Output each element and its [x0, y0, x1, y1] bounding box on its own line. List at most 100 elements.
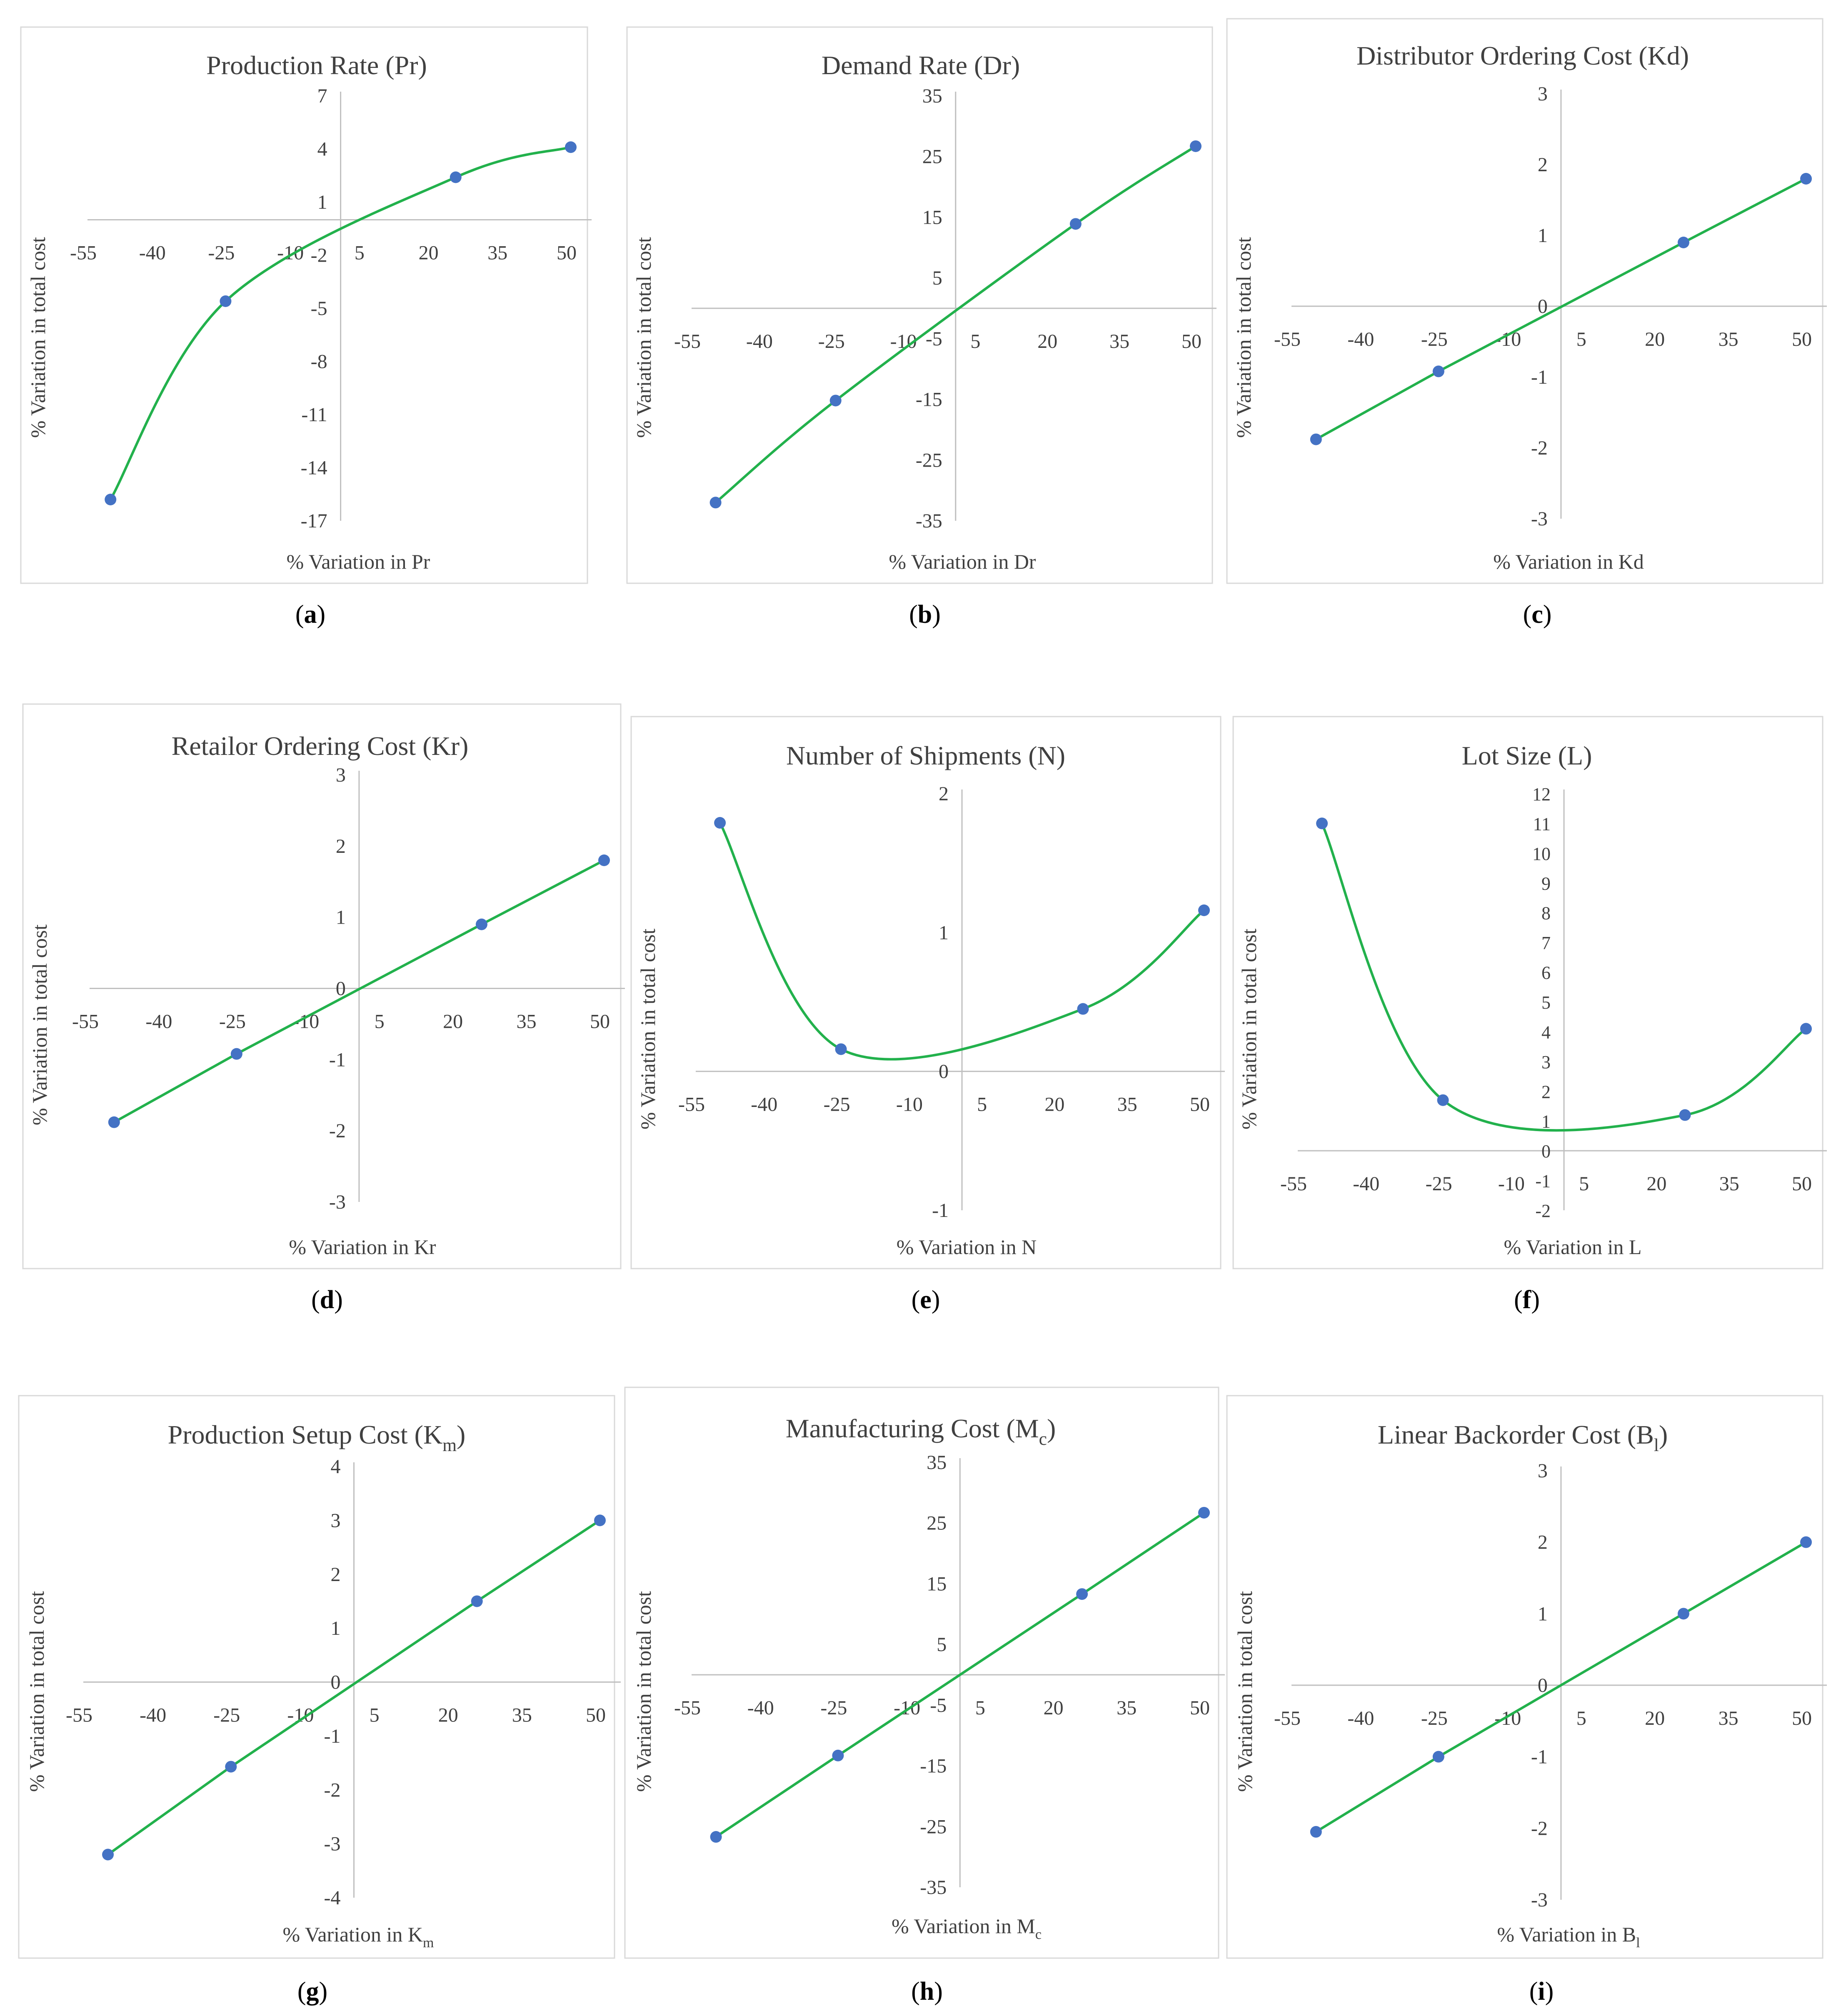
y-tick-label: 15	[927, 1573, 947, 1595]
data-point	[1076, 1588, 1088, 1600]
x-tick-label: -25	[213, 1704, 240, 1726]
y-tick-label: 5	[1541, 992, 1551, 1013]
x-tick-label: 35	[1117, 1094, 1137, 1116]
x-tick-label: -25	[1421, 1707, 1448, 1729]
panel-caption-c: (c)	[1523, 600, 1552, 629]
data-series-line	[109, 146, 571, 500]
y-tick-label: -3	[1531, 508, 1548, 530]
x-tick-label: 50	[1190, 1094, 1210, 1116]
data-point	[1432, 1751, 1444, 1763]
x-tick-label: 50	[1792, 1173, 1812, 1195]
y-tick-label: -25	[920, 1816, 947, 1838]
y-tick-label: 3	[1538, 1460, 1548, 1482]
caption-close-paren: )	[1531, 1286, 1540, 1314]
y-tick-label: -11	[301, 404, 327, 426]
x-tick-label: 20	[1646, 1173, 1666, 1195]
x-axis-label-main: % Variation in K	[283, 1923, 423, 1946]
y-tick-label: 15	[922, 206, 942, 228]
x-axis-label-main: % Variation in M	[892, 1914, 1035, 1938]
data-point	[1190, 140, 1202, 152]
y-tick-label: 1	[336, 907, 346, 929]
x-tick-label: -40	[1353, 1173, 1379, 1195]
x-axis-label: % Variation in Kr	[289, 1235, 436, 1259]
y-tick-label: -2	[324, 1779, 341, 1801]
y-axis-label: % Variation in total cost	[632, 1591, 655, 1792]
y-tick-label: -25	[916, 449, 942, 471]
data-point	[220, 295, 232, 307]
x-axis-label-subscript: c	[1035, 1927, 1042, 1942]
x-tick-label: 35	[1719, 1707, 1739, 1729]
x-tick-label: 20	[1037, 330, 1057, 352]
x-tick-label: -25	[818, 330, 845, 352]
panel-caption-a: (a)	[295, 600, 325, 629]
x-tick-label: -55	[1274, 1707, 1301, 1729]
y-tick-label: -1	[932, 1199, 949, 1222]
x-tick-label: 5	[375, 1011, 385, 1033]
caption-letter: f	[1523, 1286, 1532, 1314]
caption-open-paren: (	[295, 600, 304, 629]
data-point	[225, 1761, 237, 1773]
x-tick-label: 5	[1576, 1707, 1586, 1729]
chart-frame	[1226, 1395, 1824, 1959]
data-series-line	[1321, 823, 1807, 1132]
caption-close-paren: )	[334, 1286, 343, 1314]
x-axis-label: % Variation in Bl	[1497, 1923, 1640, 1951]
y-tick-label: 9	[1541, 873, 1551, 894]
chart-frame	[1226, 18, 1824, 584]
x-tick-label: -40	[140, 1704, 166, 1726]
data-point	[471, 1595, 483, 1607]
x-tick-label: 50	[557, 242, 577, 264]
x-axis-label: % Variation in Km	[283, 1923, 434, 1951]
y-tick-label: -35	[916, 510, 942, 532]
data-point	[1198, 1506, 1210, 1519]
data-point	[1800, 1023, 1812, 1035]
x-tick-label: 5	[1576, 328, 1586, 350]
panel-caption-g: (g)	[297, 1977, 327, 2006]
y-tick-label: 2	[336, 835, 346, 857]
caption-letter: a	[304, 600, 317, 629]
x-tick-label: 35	[512, 1704, 532, 1726]
x-tick-label: -25	[820, 1697, 847, 1719]
chart-title-main: Linear Backorder Cost (B	[1378, 1420, 1654, 1449]
y-tick-label: -17	[301, 510, 327, 532]
y-tick-label: 1	[331, 1617, 341, 1639]
y-tick-label: 5	[932, 267, 942, 289]
y-tick-label: -2	[311, 245, 327, 267]
y-axis-label: % Variation in total cost	[636, 929, 659, 1129]
y-tick-label: 0	[331, 1671, 341, 1694]
data-point	[1310, 1826, 1322, 1838]
y-tick-label: 3	[331, 1509, 341, 1531]
y-tick-label: -14	[301, 457, 327, 479]
data-series-line	[113, 859, 605, 1124]
x-tick-label: 50	[590, 1011, 610, 1033]
y-tick-label: 11	[1533, 814, 1551, 834]
data-series-line	[1315, 177, 1807, 441]
x-tick-label: -55	[66, 1704, 92, 1726]
x-tick-label: -40	[747, 1697, 774, 1719]
x-tick-label: -55	[72, 1011, 99, 1033]
chart-title: Manufacturing Cost (Mc)	[786, 1414, 1056, 1449]
caption-open-paren: (	[909, 600, 918, 629]
x-axis-label: % Variation in Dr	[889, 550, 1036, 573]
data-point	[475, 918, 487, 930]
caption-open-paren: (	[297, 1977, 306, 2006]
chart-title-subscript: c	[1039, 1429, 1047, 1449]
y-tick-label: 4	[317, 138, 327, 160]
data-point	[1069, 218, 1082, 230]
chart-title: Distributor Ordering Cost (Kd)	[1356, 41, 1689, 70]
chart-title: Linear Backorder Cost (Bl)	[1378, 1420, 1668, 1455]
x-axis-label: % Variation in N	[897, 1235, 1037, 1259]
data-point	[710, 1831, 722, 1843]
y-tick-label: 2	[939, 783, 949, 805]
data-point	[1800, 1536, 1812, 1548]
y-tick-label: -1	[329, 1049, 346, 1071]
chart-frame	[624, 1386, 1219, 1959]
y-tick-label: 1	[939, 922, 949, 944]
y-axis-label: % Variation in total cost	[25, 1591, 48, 1792]
y-tick-label: 0	[1541, 1141, 1551, 1162]
data-point	[1679, 1109, 1691, 1121]
y-tick-label: 6	[1541, 963, 1551, 983]
chart-title: Lot Size (L)	[1462, 741, 1592, 770]
caption-open-paren: (	[912, 1286, 920, 1314]
